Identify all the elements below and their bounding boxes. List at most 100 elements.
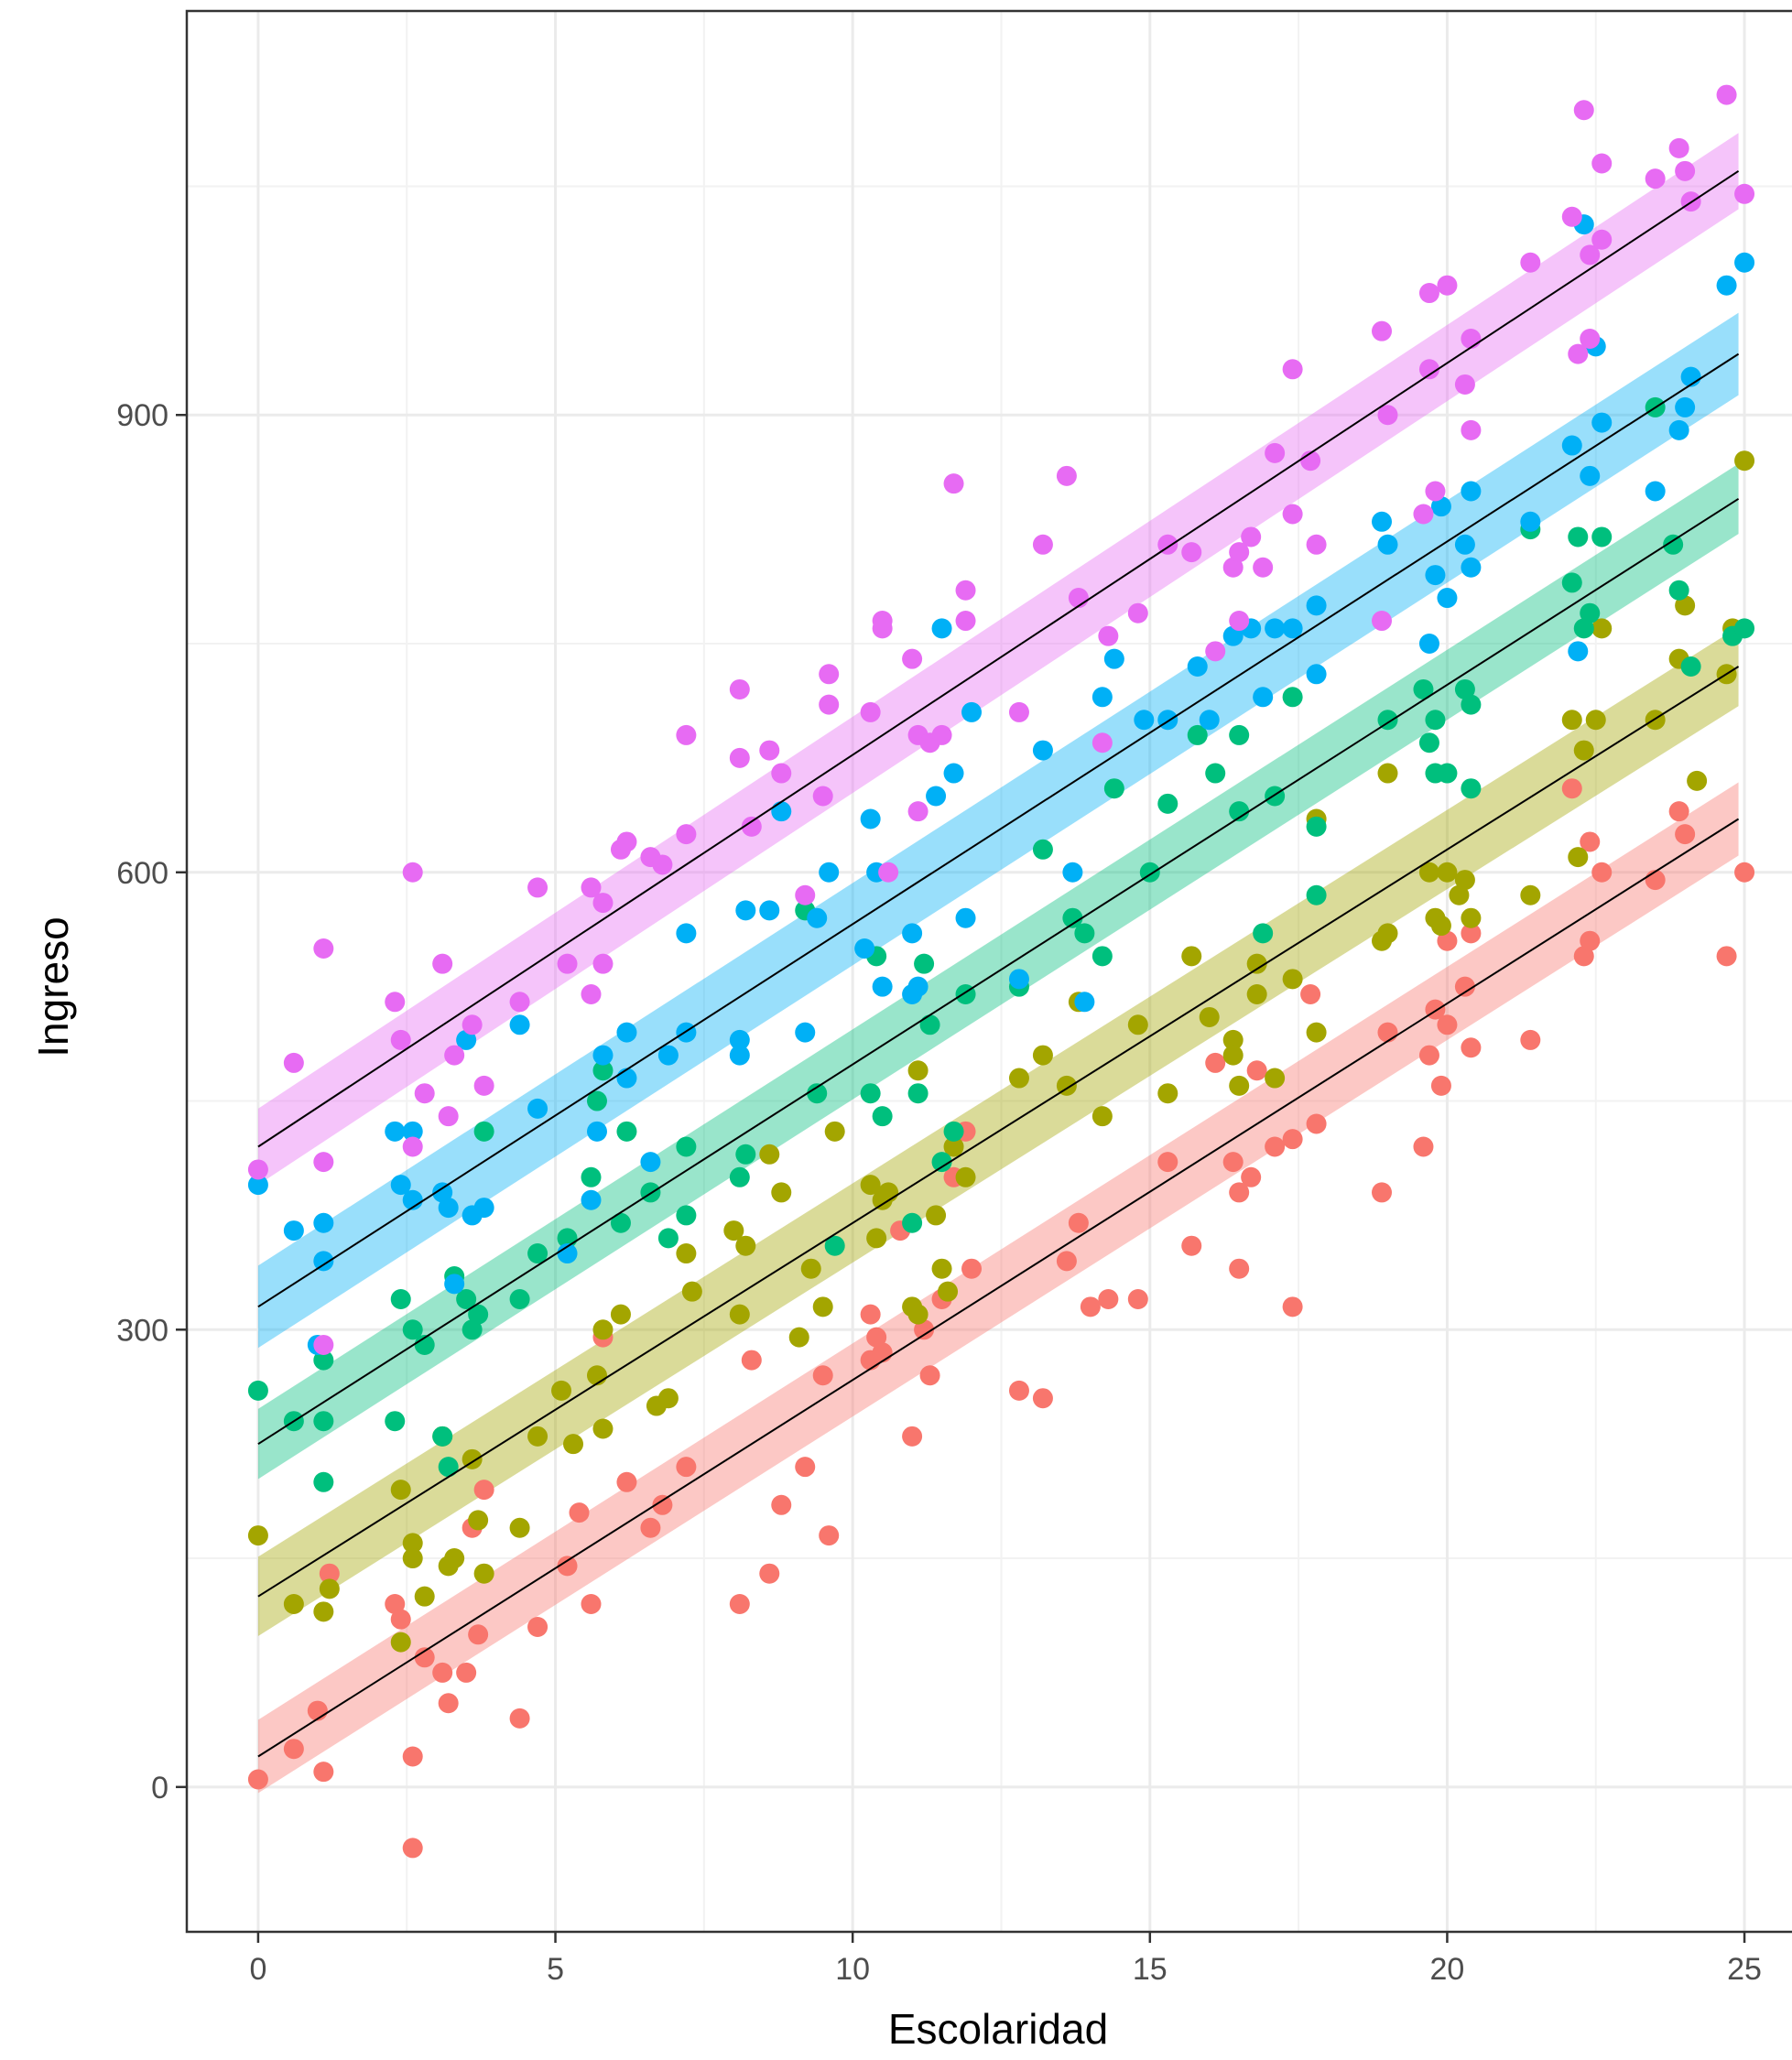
data-point-series-1 <box>866 1228 887 1249</box>
data-point-series-0 <box>902 1426 923 1447</box>
data-point-series-3 <box>1454 534 1475 555</box>
data-point-series-0 <box>1300 983 1321 1004</box>
data-point-series-1 <box>592 1418 614 1439</box>
data-point-series-2 <box>735 1144 756 1165</box>
data-point-series-0 <box>1282 1129 1303 1150</box>
data-point-series-4 <box>616 831 637 852</box>
data-point-series-4 <box>1032 534 1053 555</box>
data-point-series-4 <box>1222 557 1244 578</box>
data-point-series-3 <box>1430 496 1451 517</box>
data-point-series-0 <box>1372 1182 1393 1203</box>
data-point-series-2 <box>313 1350 334 1371</box>
data-point-series-2 <box>1157 793 1178 814</box>
data-point-series-0 <box>860 1304 881 1325</box>
data-point-series-0 <box>640 1517 661 1538</box>
data-point-series-0 <box>1127 1288 1148 1309</box>
data-point-series-1 <box>1199 1006 1220 1027</box>
data-point-series-4 <box>527 877 548 898</box>
data-point-series-2 <box>1461 778 1482 799</box>
data-point-series-1 <box>1091 1106 1113 1127</box>
data-point-series-3 <box>390 1175 411 1196</box>
data-point-series-0 <box>771 1494 792 1515</box>
data-point-series-4 <box>1372 611 1393 632</box>
data-point-series-2 <box>931 1152 952 1173</box>
data-point-series-1 <box>1461 907 1482 928</box>
data-point-series-4 <box>1425 481 1446 502</box>
data-point-series-3 <box>1222 625 1244 646</box>
data-point-series-3 <box>657 1045 679 1066</box>
data-point-series-1 <box>468 1510 489 1531</box>
data-point-series-3 <box>1103 648 1124 669</box>
data-point-series-3 <box>1199 710 1220 731</box>
data-point-series-4 <box>729 747 750 768</box>
data-point-series-0 <box>557 1556 578 1577</box>
data-point-series-4 <box>1377 405 1398 426</box>
data-point-series-4 <box>729 678 750 699</box>
data-point-series-2 <box>943 1121 964 1142</box>
data-point-series-4 <box>955 611 976 632</box>
axes <box>176 9 1792 1943</box>
data-point-series-1 <box>955 1166 976 1187</box>
data-point-series-4 <box>1372 320 1393 342</box>
data-point-series-1 <box>247 1525 268 1546</box>
data-point-series-2 <box>872 1106 893 1127</box>
data-point-series-2 <box>1437 763 1458 784</box>
data-point-series-4 <box>1461 328 1482 349</box>
regression-line-0 <box>257 818 1740 1758</box>
data-point-series-4 <box>462 1014 483 1035</box>
data-point-series-1 <box>586 1365 607 1386</box>
data-point-series-1 <box>812 1296 833 1317</box>
data-point-series-1 <box>1687 770 1708 791</box>
data-point-series-3 <box>771 801 792 822</box>
data-point-series-4 <box>812 786 833 807</box>
data-point-series-3 <box>313 1251 334 1272</box>
data-point-series-4 <box>1418 283 1439 304</box>
data-point-series-4 <box>1561 206 1582 227</box>
data-point-series-4 <box>1091 732 1113 754</box>
data-point-series-2 <box>468 1304 489 1325</box>
data-point-series-3 <box>735 900 756 921</box>
data-point-series-2 <box>1454 678 1475 699</box>
data-point-series-0 <box>1430 1075 1451 1096</box>
data-point-series-3 <box>247 1175 268 1196</box>
data-point-series-0 <box>1454 976 1475 997</box>
data-point-series-2 <box>462 1319 483 1340</box>
data-point-series-3 <box>1668 419 1689 440</box>
data-point-series-4 <box>592 953 614 974</box>
data-point-series-4 <box>247 1159 268 1180</box>
data-point-series-0 <box>1734 862 1755 883</box>
data-point-series-4 <box>1229 611 1250 632</box>
data-point-series-2 <box>1062 907 1083 928</box>
data-point-series-0 <box>741 1350 762 1371</box>
data-point-series-2 <box>1680 656 1701 677</box>
data-point-series-0 <box>961 1258 983 1279</box>
data-point-series-1 <box>402 1533 423 1554</box>
data-point-series-0 <box>1418 1045 1439 1066</box>
x-tick-label: 25 <box>1727 1952 1762 1987</box>
regression-lines <box>257 169 1740 1758</box>
data-point-series-1 <box>800 1258 821 1279</box>
data-point-series-1 <box>319 1578 340 1599</box>
data-point-series-3 <box>1418 634 1439 655</box>
data-point-series-1 <box>1734 450 1755 472</box>
data-point-series-2 <box>1103 778 1124 799</box>
data-point-series-1 <box>313 1601 334 1622</box>
data-point-series-4 <box>438 1106 459 1127</box>
data-point-series-0 <box>1413 1136 1434 1157</box>
data-point-series-1 <box>1449 884 1470 905</box>
data-point-series-4 <box>902 648 923 669</box>
data-point-series-4 <box>385 992 406 1013</box>
data-point-series-4 <box>819 694 840 715</box>
x-tick-label: 20 <box>1430 1952 1465 1987</box>
data-point-series-0 <box>616 1471 637 1492</box>
data-point-series-1 <box>1437 862 1458 883</box>
data-point-series-3 <box>1437 588 1458 609</box>
data-point-series-4 <box>1591 229 1613 250</box>
data-point-series-1 <box>402 1548 423 1569</box>
data-point-series-2 <box>1282 687 1303 708</box>
data-point-series-1 <box>723 1220 744 1241</box>
data-point-series-1 <box>1591 618 1613 639</box>
data-point-series-4 <box>1413 504 1434 525</box>
data-point-series-2 <box>1265 786 1286 807</box>
data-point-series-2 <box>1418 732 1439 754</box>
